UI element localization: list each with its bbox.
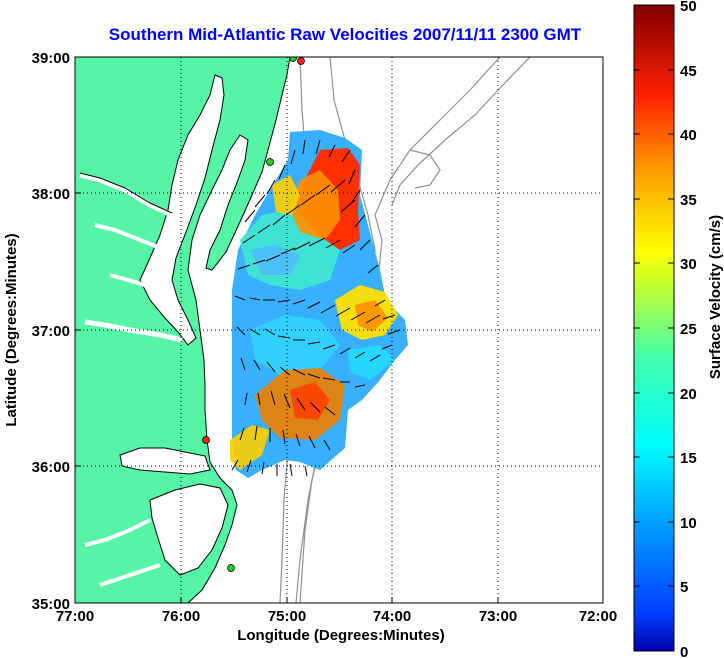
radar-station-marker[interactable] (202, 436, 210, 444)
colorbar-tick-label: 30 (680, 256, 697, 273)
x-tick-label: 75:00 (268, 608, 306, 625)
radar-station-marker[interactable] (266, 158, 274, 166)
james-river (84, 319, 183, 343)
map-gridlines (75, 57, 603, 603)
potomac-river-edge (79, 172, 173, 214)
pamlico-sound (149, 483, 229, 576)
colorbar-tick-label: 5 (680, 579, 688, 596)
x-tick-label: 72:00 (579, 608, 617, 625)
nc-river (84, 518, 151, 547)
colorbar-tick-label: 20 (680, 386, 697, 403)
chesapeake-bay (139, 74, 225, 346)
chart-title: Southern Mid-Atlantic Raw Velocities 200… (109, 25, 582, 44)
velocity-vectors (231, 139, 401, 477)
potomac-river (79, 172, 174, 218)
x-tick-label: 76:00 (162, 608, 200, 625)
y-tick-label: 38:00 (32, 186, 70, 203)
velocity-field[interactable] (230, 130, 408, 478)
radar-station-marker[interactable] (227, 564, 235, 572)
colorbar-tick-label: 50 (680, 0, 697, 15)
colorbar-tick-label: 45 (680, 63, 697, 80)
x-axis-ticks: 77:00 76:00 75:00 74:00 73:00 72:00 (56, 608, 617, 625)
albemarle-sound (119, 447, 211, 475)
york-river (109, 273, 161, 292)
colorbar-tick-label: 0 (680, 644, 688, 659)
map-area[interactable] (74, 55, 604, 604)
x-tick-label: 73:00 (479, 608, 517, 625)
colorbar-tick-label: 15 (680, 450, 697, 467)
radar-station-marker[interactable] (297, 57, 305, 65)
colorbar-tick-label: 25 (680, 321, 697, 338)
x-tick-label: 77:00 (56, 608, 94, 625)
colorbar-tick-label: 10 (680, 515, 697, 532)
x-axis-label: Longitude (Degrees:Minutes) (237, 627, 445, 644)
x-tick-label: 74:00 (373, 608, 411, 625)
y-axis-ticks: 39:00 38:00 37:00 36:00 35:00 (32, 50, 70, 613)
y-tick-label: 39:00 (32, 50, 70, 67)
nc-river-2 (99, 563, 161, 587)
y-tick-label: 35:00 (32, 596, 70, 613)
colorbar: 50 45 40 35 30 25 20 15 10 5 0 Surface V… (633, 0, 724, 659)
rappahannock-river (94, 223, 167, 252)
colorbar-tick-label: 35 (680, 192, 697, 209)
y-axis-label: Latitude (Degrees:Minutes) (3, 233, 20, 426)
radar-station-marker[interactable] (289, 55, 297, 62)
colorbar-tick-label: 40 (680, 127, 697, 144)
y-tick-label: 36:00 (32, 459, 70, 476)
y-tick-label: 37:00 (32, 323, 70, 340)
colorbar-label: Surface Velocity (cm/s) (707, 215, 724, 379)
